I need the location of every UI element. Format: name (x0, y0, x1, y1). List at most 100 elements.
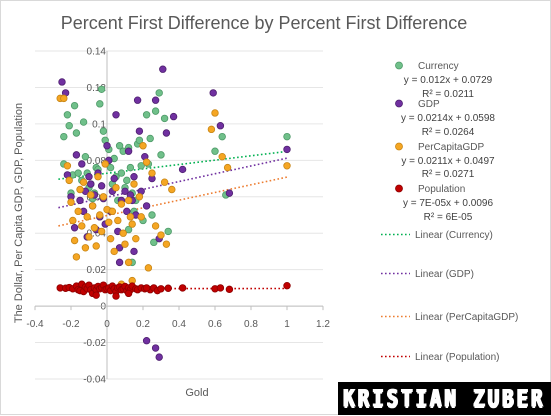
point-currency (64, 111, 71, 118)
point-percapitagdp (113, 184, 120, 191)
point-gdp (59, 79, 66, 86)
point-percapitagdp (86, 234, 93, 241)
point-percapitagdp (61, 95, 68, 102)
point-population (158, 286, 165, 293)
point-currency (143, 111, 150, 118)
legend-marker-percapitagdp (396, 143, 403, 150)
point-currency (118, 170, 125, 177)
point-population (284, 282, 291, 289)
point-currency (212, 148, 219, 155)
x-tick-label: -0.2 (62, 319, 80, 330)
watermark-logo: KRISTIAN ZUBER (338, 382, 551, 415)
point-percapitagdp (100, 193, 107, 200)
point-percapitagdp (127, 214, 134, 221)
y-tick-label: 0.02 (87, 265, 107, 276)
point-percapitagdp (120, 230, 127, 237)
point-currency (219, 133, 226, 140)
point-percapitagdp (84, 214, 91, 221)
point-currency (149, 212, 156, 219)
point-gdp (143, 337, 150, 344)
point-percapitagdp (129, 221, 136, 228)
point-percapitagdp (118, 201, 125, 208)
point-gdp (86, 173, 93, 180)
point-percapitagdp (98, 228, 105, 235)
point-percapitagdp (109, 208, 116, 215)
point-percapitagdp (77, 186, 84, 193)
point-percapitagdp (158, 232, 165, 239)
point-gdp (163, 130, 170, 137)
point-currency (161, 115, 168, 122)
point-gdp (125, 148, 132, 155)
legend-marker-population (396, 185, 403, 192)
point-percapitagdp (115, 217, 122, 224)
point-gdp (131, 248, 138, 255)
point-gdp (210, 90, 217, 97)
point-percapitagdp (75, 208, 82, 215)
point-gdp (131, 173, 138, 180)
point-percapitagdp (131, 181, 138, 188)
point-gdp (152, 345, 159, 352)
point-gdp (143, 203, 150, 210)
point-population (113, 293, 120, 300)
point-percapitagdp (66, 177, 73, 184)
x-tick-label: 0.6 (208, 319, 222, 330)
watermark-text: KRISTIAN ZUBER (343, 385, 545, 413)
point-population (143, 285, 150, 292)
point-percapitagdp (93, 243, 100, 250)
point-percapitagdp (140, 142, 147, 149)
point-currency (165, 228, 172, 235)
point-percapitagdp (163, 241, 170, 248)
point-gdp (88, 181, 95, 188)
point-percapitagdp (89, 203, 96, 210)
point-currency (156, 90, 163, 97)
point-gdp (217, 122, 224, 129)
y-tick-label: 0 (100, 302, 106, 313)
point-gdp (160, 66, 167, 73)
point-gdp (156, 354, 163, 361)
legend-marker-currency (396, 62, 403, 69)
point-percapitagdp (224, 164, 231, 171)
point-percapitagdp (149, 170, 156, 177)
point-population (93, 292, 100, 299)
point-currency (97, 101, 104, 108)
point-currency (82, 153, 89, 160)
x-tick-label: 1 (284, 319, 290, 330)
point-gdp (77, 197, 84, 204)
y-tick-label: 0.14 (87, 47, 107, 58)
point-gdp (226, 190, 233, 197)
point-population (226, 286, 233, 293)
point-percapitagdp (79, 223, 86, 230)
chart-title: Percent First Difference by Percent Firs… (61, 13, 468, 33)
point-currency (80, 119, 87, 126)
point-percapitagdp (212, 110, 219, 117)
point-currency (71, 102, 78, 109)
point-percapitagdp (284, 163, 291, 170)
point-currency (284, 133, 291, 140)
point-currency (100, 128, 107, 135)
point-gdp (179, 166, 186, 173)
point-currency (152, 108, 159, 115)
point-percapitagdp (97, 212, 104, 219)
point-gdp (104, 142, 111, 149)
point-gdp (98, 183, 105, 190)
point-gdp (284, 146, 291, 153)
point-currency (75, 170, 82, 177)
point-gdp (113, 111, 120, 118)
trend-equation-gdp: y = 0.0214x + 0.0598 (401, 113, 495, 124)
point-percapitagdp (80, 179, 87, 186)
point-percapitagdp (208, 126, 215, 133)
trend-r2-population: R² = 6E-05 (424, 212, 473, 223)
point-percapitagdp (122, 241, 129, 248)
x-tick-label: 0.8 (244, 319, 258, 330)
x-tick-label: 0.4 (172, 319, 186, 330)
legend-label-gdp: GDP (418, 99, 440, 110)
data-points (57, 66, 290, 361)
point-percapitagdp (106, 219, 113, 226)
x-tick-label: 0 (104, 319, 110, 330)
point-percapitagdp (138, 214, 145, 221)
legend-marker-gdp (396, 100, 403, 107)
point-percapitagdp (143, 159, 150, 166)
point-currency (66, 122, 73, 129)
x-tick-label: 1.2 (316, 319, 330, 330)
